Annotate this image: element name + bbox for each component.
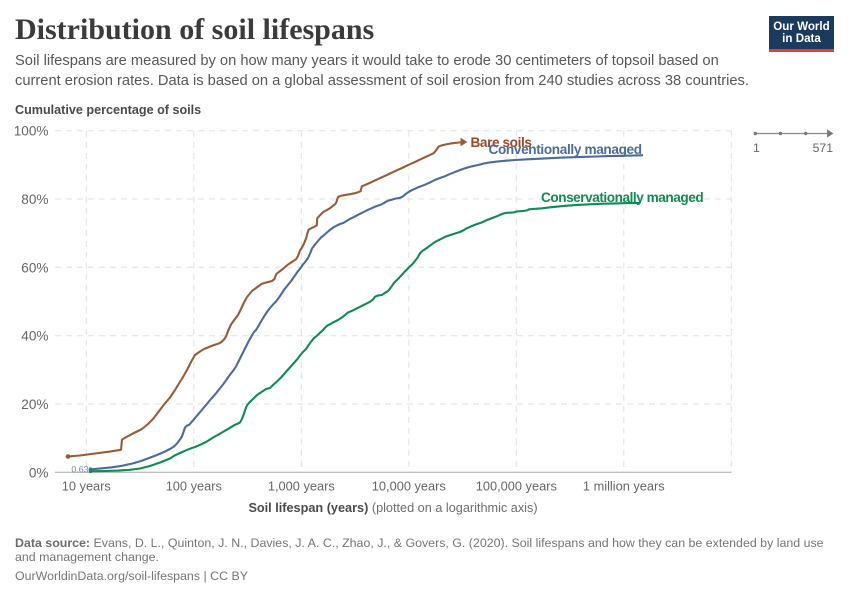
svg-text:100 years: 100 years — [166, 479, 222, 494]
svg-text:0.63: 0.63 — [71, 464, 88, 474]
svg-text:100,000 years: 100,000 years — [476, 479, 557, 494]
svg-text:Bare soils: Bare soils — [471, 135, 532, 150]
svg-text:1: 1 — [753, 141, 760, 155]
svg-text:571: 571 — [813, 141, 834, 155]
svg-text:60%: 60% — [21, 260, 48, 275]
svg-text:1 million years: 1 million years — [583, 479, 665, 494]
svg-text:0%: 0% — [29, 465, 49, 480]
svg-text:10 years: 10 years — [62, 479, 111, 494]
svg-text:Soil lifespan (years) (plotted: Soil lifespan (years) (plotted on a loga… — [248, 501, 537, 515]
svg-text:10,000 years: 10,000 years — [372, 479, 446, 494]
svg-text:80%: 80% — [21, 192, 48, 207]
svg-text:Conventionally managed: Conventionally managed — [489, 142, 642, 157]
svg-text:Conservationally managed: Conservationally managed — [541, 190, 703, 205]
svg-text:20%: 20% — [21, 397, 48, 412]
svg-text:40%: 40% — [21, 329, 48, 344]
svg-text:100%: 100% — [14, 124, 49, 139]
svg-text:1,000 years: 1,000 years — [268, 479, 335, 494]
